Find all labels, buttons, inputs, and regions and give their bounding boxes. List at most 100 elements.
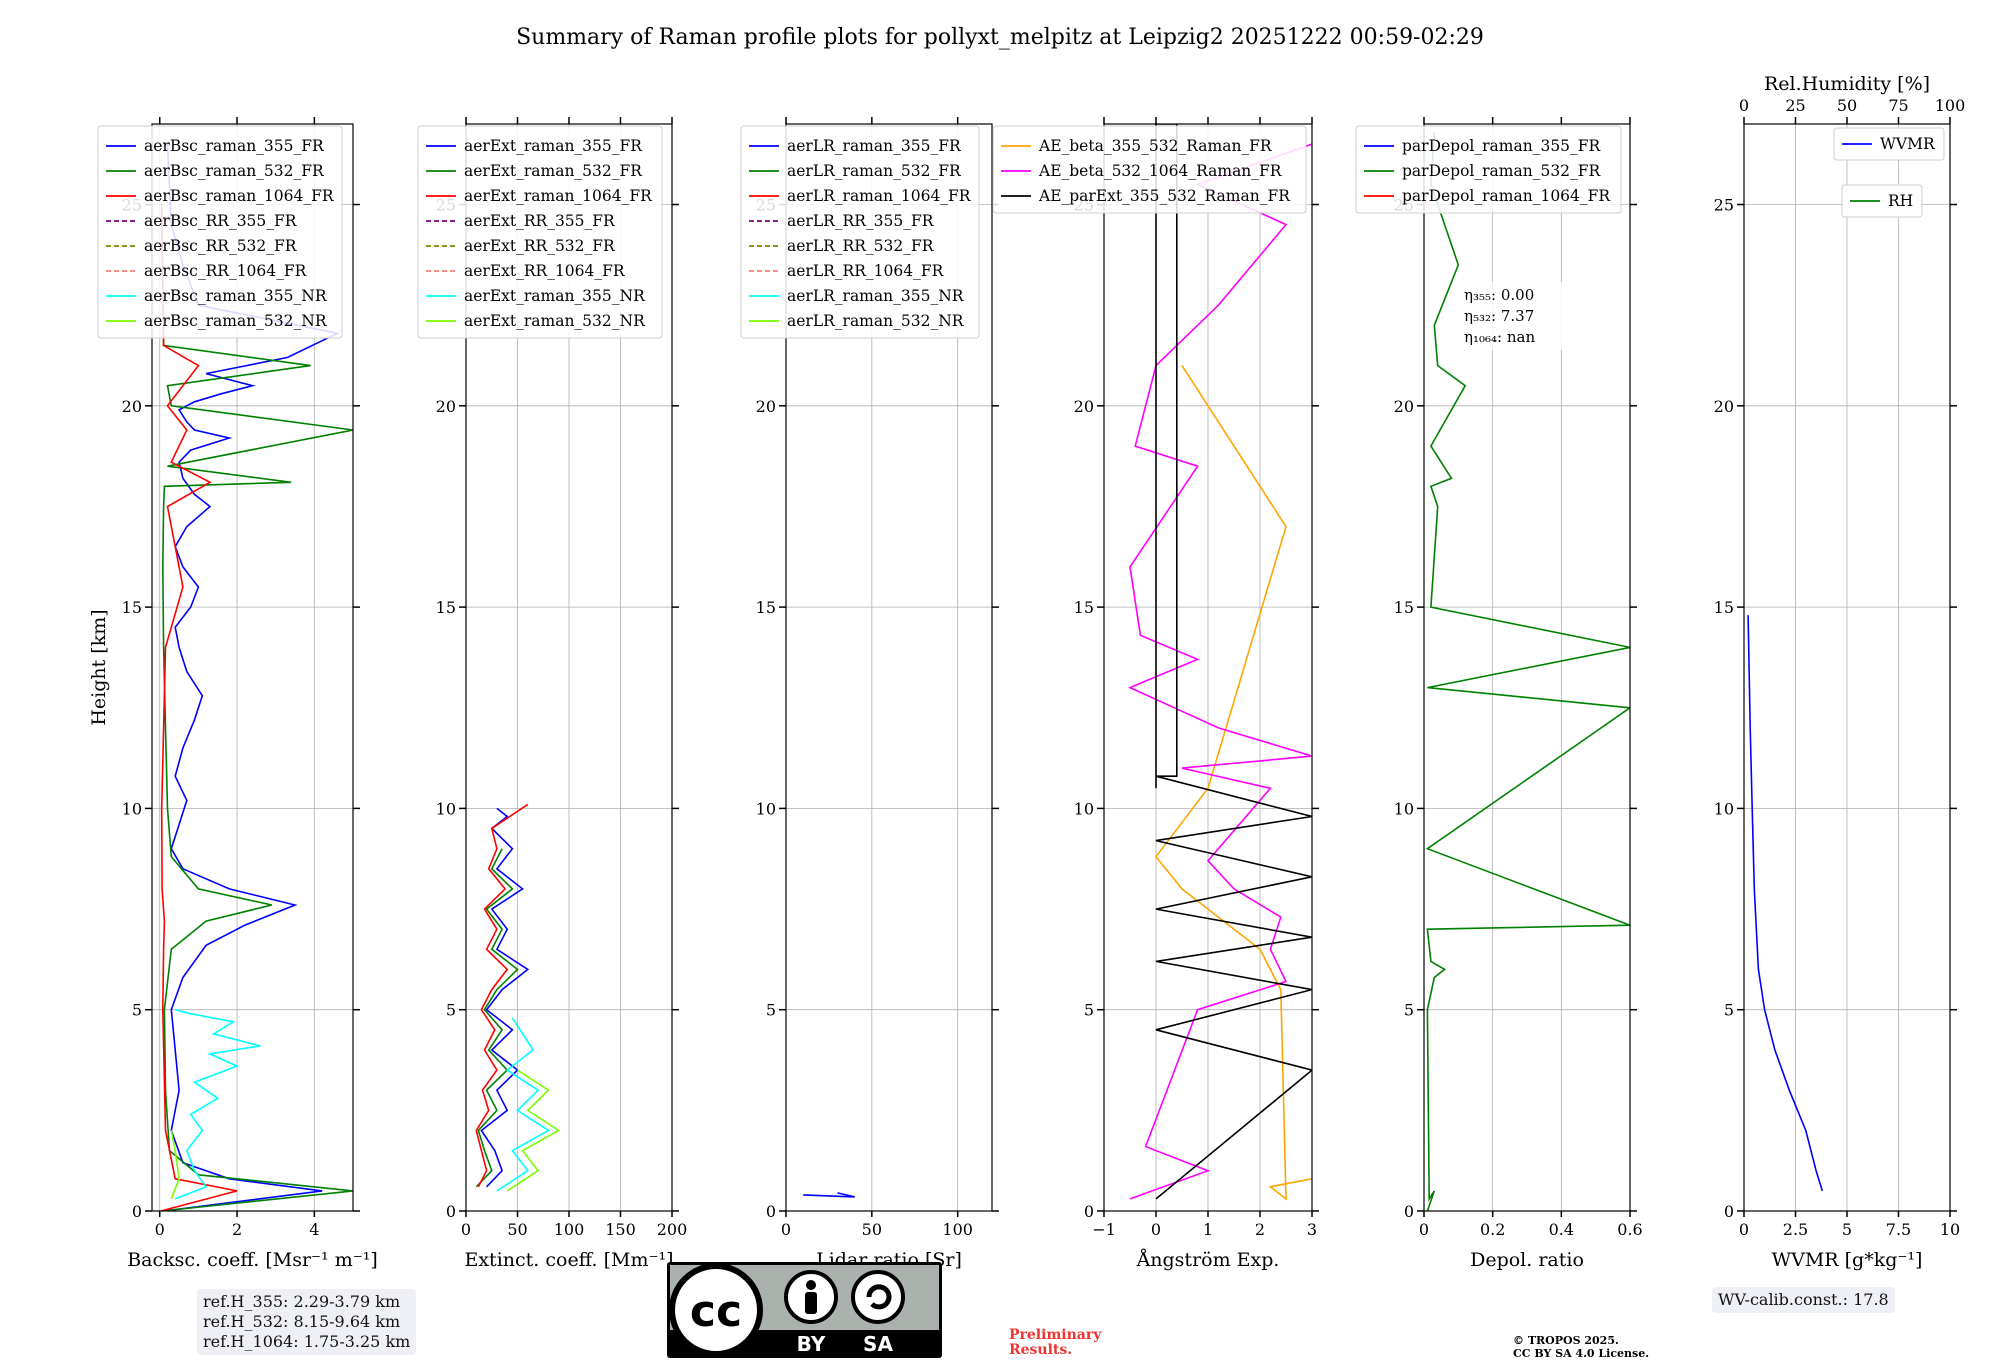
legend-label: parDepol_raman_532_FR (1402, 162, 1602, 180)
x-tick-label: 50 (862, 1220, 882, 1239)
cc-license-badge: cc BY SA (667, 1262, 942, 1358)
x-tick-label: 200 (657, 1220, 688, 1239)
x-tick-label: 0 (461, 1220, 471, 1239)
series-group (1747, 615, 1824, 1192)
x-tick-label: 0 (1419, 1220, 1429, 1239)
series-group (803, 1192, 855, 1198)
series-group (475, 803, 561, 1192)
y-tick-label: 5 (1084, 1001, 1094, 1020)
panels: 0510152025024Backsc. coeff. [Msr⁻¹ m⁻¹]H… (88, 73, 1966, 1271)
x2-tick-label: 0 (1739, 96, 1749, 115)
series-AE_beta_355_532_Raman_FR (1154, 365, 1312, 1201)
y-tick-label: 20 (436, 397, 456, 416)
preliminary-line1: Preliminary (1009, 1327, 1102, 1343)
x-tick-label: 100 (554, 1220, 585, 1239)
legend-label: AE_beta_532_1064_Raman_FR (1038, 162, 1283, 180)
legend-label: AE_parExt_355_532_Raman_FR (1038, 187, 1291, 205)
figure-title: Summary of Raman profile plots for polly… (516, 25, 1484, 50)
legend-label: aerLR_raman_355_FR (787, 137, 962, 155)
x-tick-label: 2 (232, 1220, 242, 1239)
y-tick-label: 0 (446, 1202, 456, 1221)
x-tick-label: 2 (1255, 1220, 1265, 1239)
series-AE_parExt_355_532_Raman_FR (1155, 124, 1312, 1200)
y-tick-label: 20 (122, 397, 142, 416)
series-group (1128, 124, 1312, 1201)
legend-label: aerExt_RR_355_FR (464, 212, 616, 230)
series-aerExt_raman_1064_FR (475, 803, 529, 1188)
x-tick-label: 10 (1940, 1220, 1960, 1239)
x-tick-label: 0.4 (1549, 1220, 1574, 1239)
y-tick-label: 5 (1724, 1001, 1734, 1020)
series-group (160, 144, 353, 1211)
person-body (805, 1292, 817, 1314)
legend-box (1841, 184, 1923, 218)
y-tick-label: 10 (122, 799, 142, 818)
eta-annotation: η₅₃₂: 7.37 (1464, 307, 1534, 325)
cc-circle-icon (669, 1263, 763, 1357)
legend-label: aerLR_raman_355_NR (787, 287, 965, 305)
x-axis-label: Depol. ratio (1470, 1249, 1584, 1271)
x-tick-label: 0 (155, 1220, 165, 1239)
y-tick-label: 15 (1074, 598, 1094, 617)
legend-label: aerExt_raman_1064_FR (464, 187, 653, 205)
y-tick-label: 5 (1404, 1001, 1414, 1020)
legend-box (97, 125, 343, 339)
x-axis-label: WVMR [g*kg⁻¹] (1772, 1249, 1923, 1271)
x2-tick-label: 50 (1837, 96, 1857, 115)
y-tick-label: 10 (756, 799, 776, 818)
x-tick-label: 0 (781, 1220, 791, 1239)
legend-label: aerExt_raman_355_FR (464, 137, 643, 155)
plot-frame (1423, 123, 1631, 1212)
x-tick-label: 0 (1739, 1220, 1749, 1239)
y-tick-label: 15 (436, 598, 456, 617)
y-tick-label: 5 (766, 1001, 776, 1020)
legend-label: aerExt_RR_532_FR (464, 237, 616, 255)
panel-lidar_ratio: 0510152025050100Lidar ratio [Sr]aerLR_ra… (740, 117, 999, 1271)
x-tick-label: 2.5 (1783, 1220, 1808, 1239)
plot-frame (151, 123, 354, 1212)
y-tick-label: 15 (1714, 598, 1734, 617)
panel-water_vapor: 0 5 10 15 20 25 0 2.5 5 7.5 10 WVMR [g*kg⁻¹] 0 25 50 75… (1714, 73, 1966, 1271)
y-axis-label: Height [km] (88, 609, 110, 725)
legend-label: aerLR_RR_1064_FR (787, 262, 945, 280)
y-tick-label: 15 (756, 598, 776, 617)
x-tick-label: 0.6 (1617, 1220, 1642, 1239)
legend-label: aerExt_raman_355_NR (464, 287, 646, 305)
x-tick-label: −1 (1092, 1220, 1116, 1239)
y-tick-label: 0 (132, 1202, 142, 1221)
x-tick-label: 1 (1203, 1220, 1213, 1239)
x-tick-label: 7.5 (1886, 1220, 1911, 1239)
preliminary-note: Preliminary Results. (1009, 1328, 1101, 1358)
legend-label: aerBsc_raman_532_NR (144, 312, 328, 330)
x-tick-label: 0 (1151, 1220, 1161, 1239)
legend-box (740, 125, 980, 339)
x-tick-label: 4 (309, 1220, 319, 1239)
series-aerBsc_raman_1064_FR (160, 204, 238, 1211)
x2-tick-label: 100 (1935, 96, 1966, 115)
ref-h-355: ref.H_355: 2.29-3.79 km (203, 1292, 401, 1311)
legend-label: aerBsc_raman_355_FR (144, 137, 325, 155)
x2-tick-label: 75 (1888, 96, 1908, 115)
x-tick-label: 3 (1307, 1220, 1317, 1239)
y-tick-label: 5 (446, 1001, 456, 1020)
y-tick-label: 20 (1714, 397, 1734, 416)
by-text: BY (797, 1332, 826, 1356)
series-AE_beta_532_1064_Raman_FR (1128, 143, 1312, 1200)
ref-height-note: ref.H_355: 2.29-3.79 km ref.H_532: 8.15-… (197, 1289, 417, 1355)
y-tick-label: 10 (436, 799, 456, 818)
x2-tick-label: 25 (1785, 96, 1805, 115)
panel-extinction: 0510152025050100150200Extinct. coeff. [M… (417, 117, 688, 1271)
legend-label: aerBsc_raman_532_FR (144, 162, 325, 180)
y-tick-label: 25 (1714, 196, 1734, 215)
x-axis-label: Backsc. coeff. [Msr⁻¹ m⁻¹] (127, 1249, 378, 1271)
legend-box (417, 125, 663, 339)
legend-label: aerLR_RR_532_FR (787, 237, 935, 255)
y-tick-label: 0 (1404, 1202, 1414, 1221)
ref-h-532: ref.H_532: 8.15-9.64 km (203, 1312, 401, 1331)
legend-label: WVMR (1880, 135, 1936, 153)
x-axis-label: Ångström Exp. (1136, 1249, 1280, 1271)
legend-label: aerLR_raman_1064_FR (787, 187, 972, 205)
series-WVMR (1747, 615, 1824, 1192)
